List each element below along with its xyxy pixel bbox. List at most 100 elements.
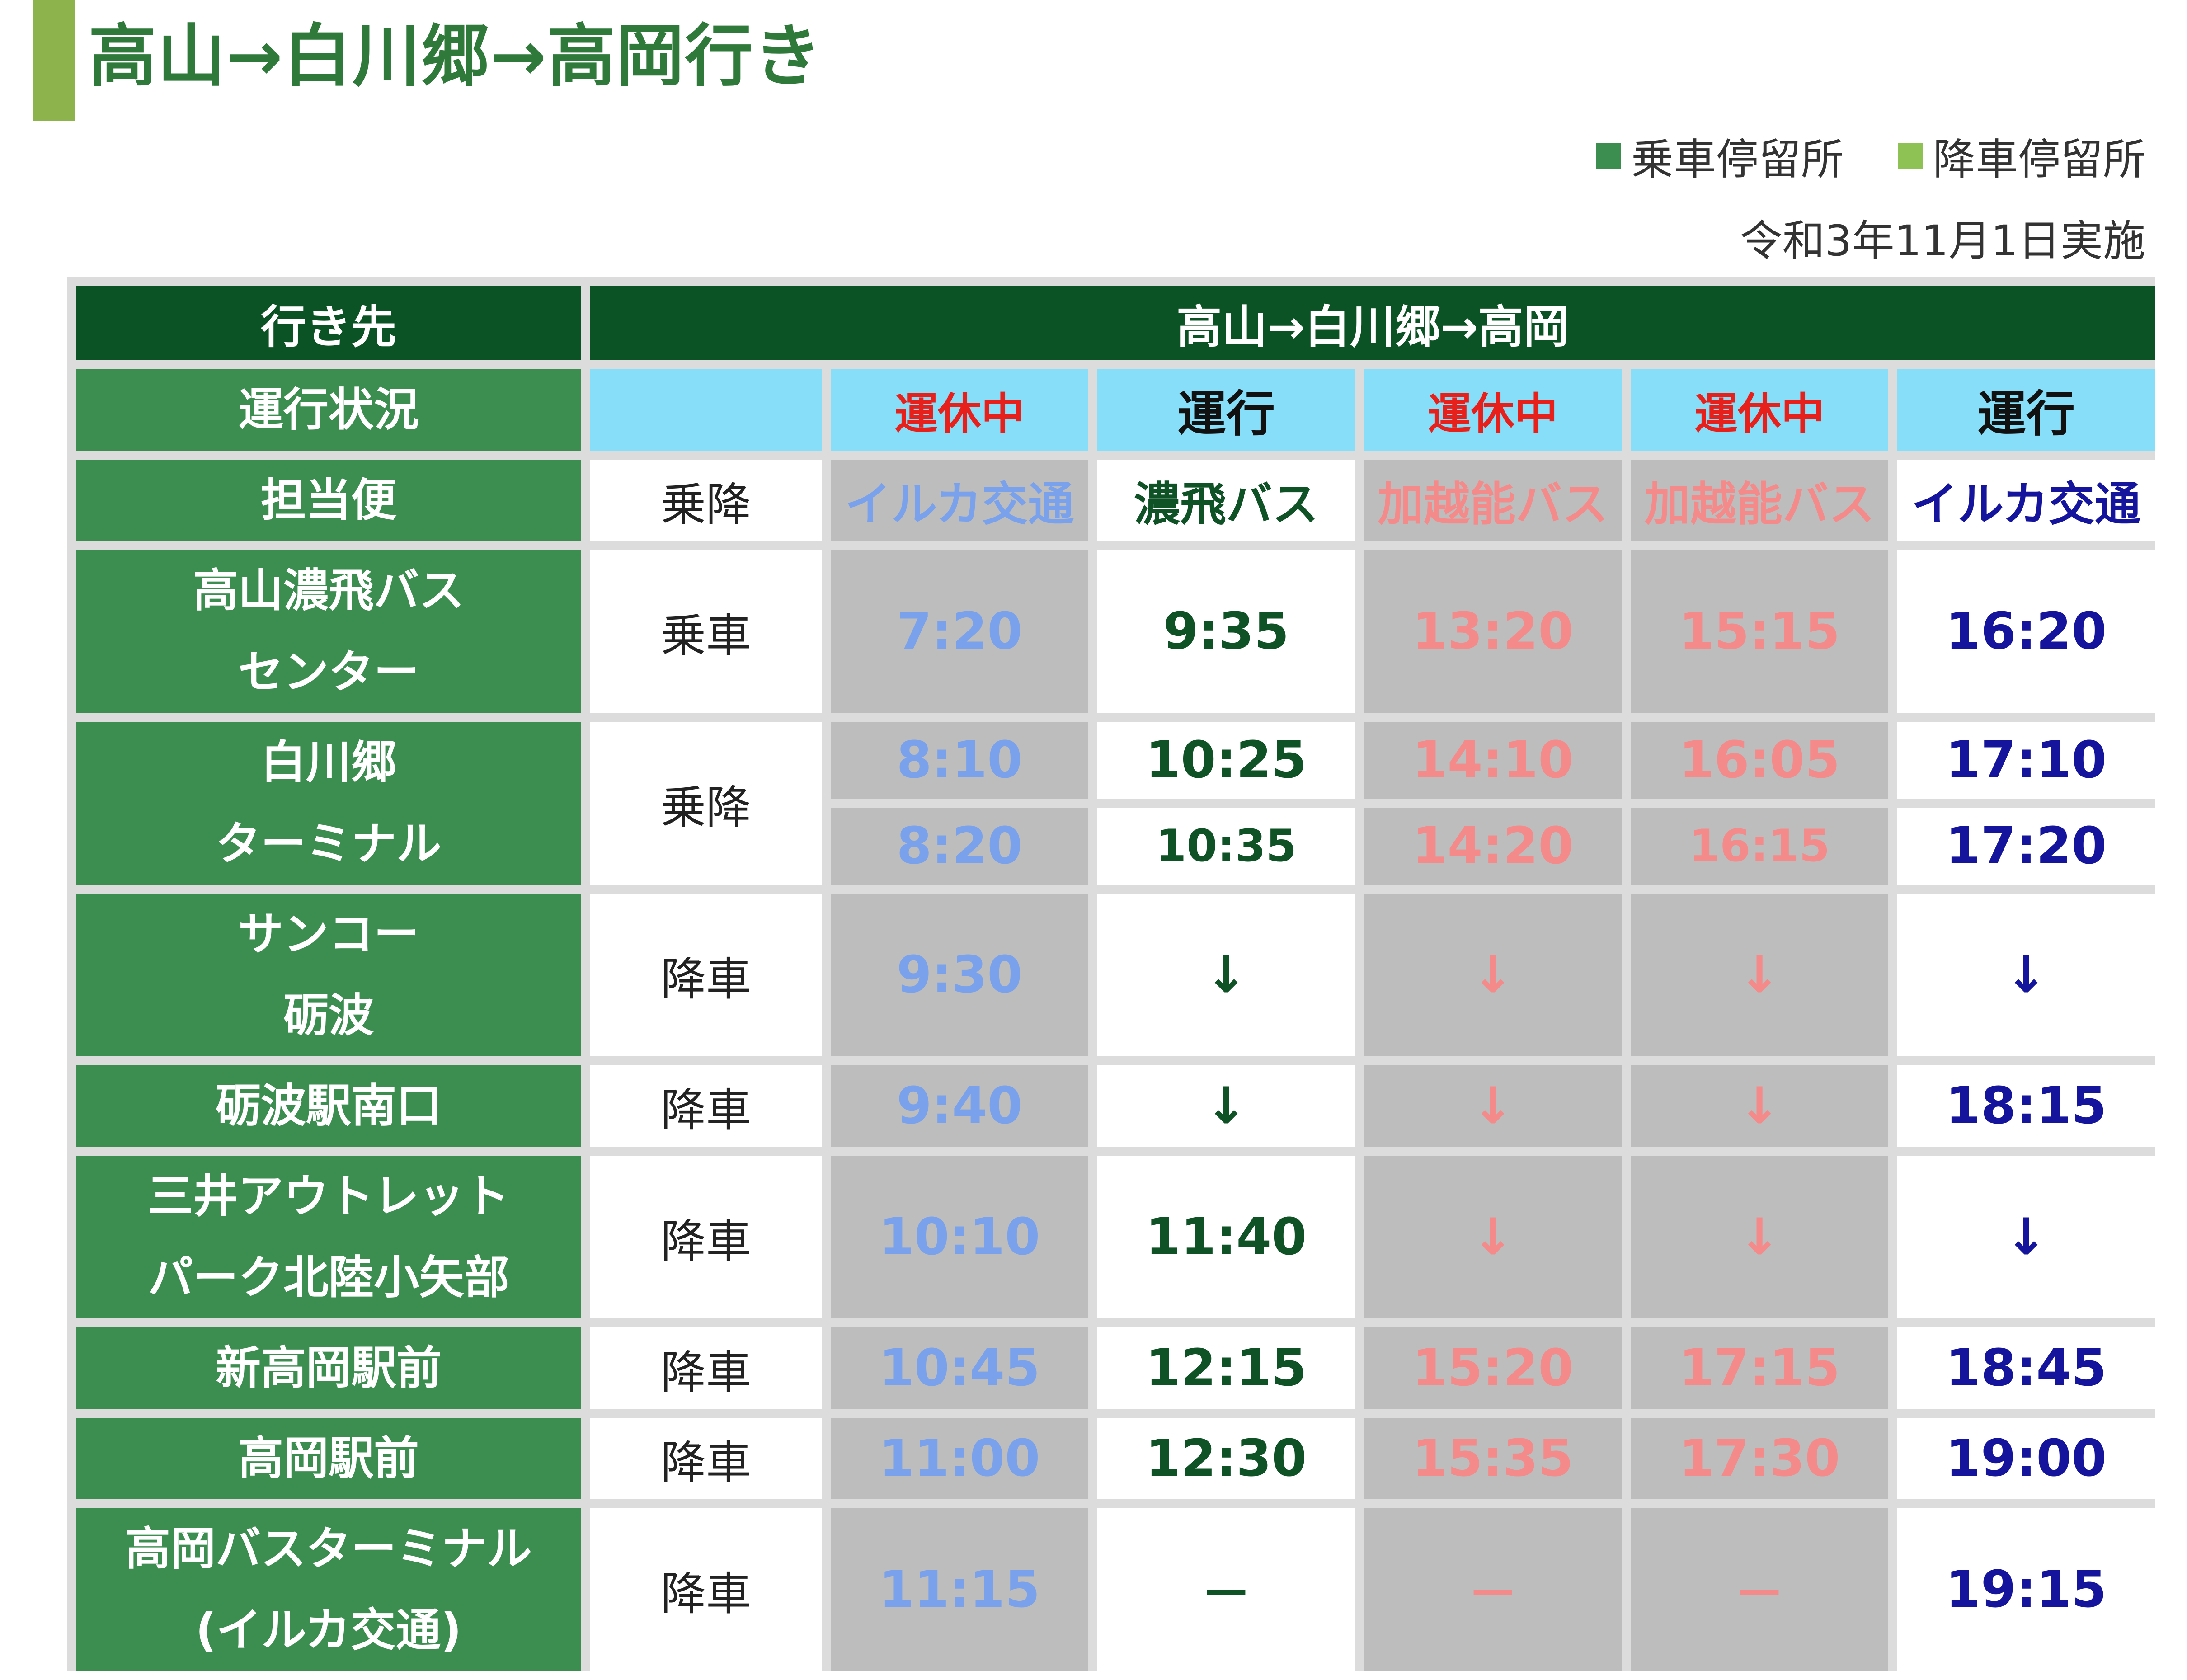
stop-row: 高山濃飛バス センター 乗車 7:20 9:35 13:20 15:15 16:2… <box>76 550 2155 713</box>
legend-board-label: 乗車停留所 <box>1631 135 1844 184</box>
status-cell: 運行 <box>1097 369 1355 451</box>
operator-cell: イルカ交通 <box>1897 460 2155 541</box>
time-cell: 16:05 <box>1631 722 1888 799</box>
time-cell: 15:20 <box>1364 1327 1622 1409</box>
board-square-icon <box>1595 143 1621 169</box>
stop-name-line: 砺波 <box>283 989 374 1042</box>
stop-name: 高岡バスターミナル (イルカ交通) <box>76 1508 581 1671</box>
time-cell: 9:35 <box>1097 550 1355 713</box>
timetable-table: 行き先 高山→白川郷→高岡 運行状況 運休中 運行 運休中 運休中 運行 担当便… <box>67 277 2164 1680</box>
status-label: 運行状況 <box>76 369 581 451</box>
status-cell: 運行 <box>1897 369 2155 451</box>
ride-type: 降車 <box>590 1156 822 1318</box>
dest-label: 行き先 <box>76 286 581 360</box>
ride-type: 降車 <box>590 894 822 1056</box>
stop-name: 三井アウトレット パーク北陸小矢部 <box>76 1156 581 1318</box>
pass-arrow-icon: ↓ <box>1631 1065 1888 1147</box>
no-service-dash: － <box>1364 1508 1622 1671</box>
stop-name: サンコー 砺波 <box>76 894 581 1056</box>
stop-name: 高岡駅前 <box>76 1418 581 1499</box>
time-cell: 19:00 <box>1897 1418 2155 1499</box>
time-cell: 18:45 <box>1897 1327 2155 1409</box>
pass-arrow-icon: ↓ <box>1897 1156 2155 1318</box>
pass-arrow-icon: ↓ <box>1631 1156 1888 1318</box>
ride-type: 乗降 <box>590 722 822 885</box>
route-label: 高山→白川郷→高岡 <box>590 286 2155 360</box>
time-cell: 17:15 <box>1631 1327 1888 1409</box>
stop-name-line: 三井アウトレット <box>148 1170 509 1223</box>
pass-arrow-icon: ↓ <box>1897 894 2155 1056</box>
stop-row: サンコー砺波 降車 9:30 ↓ ↓ ↓ ↓ <box>76 894 2155 1056</box>
time-cell: 10:25 <box>1097 722 1355 799</box>
time-cell: 16:20 <box>1897 550 2155 713</box>
time-cell: 17:10 <box>1897 722 2155 799</box>
legend-alight-label: 降車停留所 <box>1933 135 2145 184</box>
operator-cell: 濃飛バス <box>1097 460 1355 541</box>
time-cell: 15:15 <box>1631 550 1888 713</box>
time-cell: 12:15 <box>1097 1327 1355 1409</box>
time-cell: 9:40 <box>831 1065 1088 1147</box>
pass-arrow-icon: ↓ <box>1631 894 1888 1056</box>
effective-date: 令和3年11月1日実施 <box>1740 216 2145 266</box>
pass-arrow-icon: ↓ <box>1364 1065 1622 1147</box>
status-cell: 運休中 <box>1631 369 1888 451</box>
operator-cell: 加越能バス <box>1631 460 1888 541</box>
no-service-dash: － <box>1631 1508 1888 1671</box>
pass-arrow-icon: ↓ <box>1097 894 1355 1056</box>
ride-type: 降車 <box>590 1327 822 1409</box>
time-cell: 16:15 <box>1631 808 1888 885</box>
status-empty-cell <box>590 369 822 451</box>
time-cell: 14:20 <box>1364 808 1622 885</box>
stop-row: 高岡バスターミナル (イルカ交通) 降車 11:15 － － － 19:15 <box>76 1508 2155 1671</box>
stop-name-line: ターミナル <box>216 817 442 870</box>
time-cell: 15:35 <box>1364 1418 1622 1499</box>
stop-row: 白川郷ターミナル 乗降 8:10 10:25 14:10 16:05 17:10 <box>76 722 2155 885</box>
time-cell: 7:20 <box>831 550 1088 713</box>
ride-type: 乗車 <box>590 550 822 713</box>
legend: 乗車停留所 降車停留所 <box>1595 122 2145 190</box>
stop-row: 三井アウトレット パーク北陸小矢部 降車 10:10 11:40 ↓ ↓ ↓ <box>76 1156 2155 1318</box>
stop-row: 高岡駅前 降車 11:00 12:30 15:35 17:30 19:00 <box>76 1418 2155 1499</box>
title-accent-bar <box>33 0 75 121</box>
no-service-dash: － <box>1097 1508 1355 1671</box>
header-row: 行き先 高山→白川郷→高岡 <box>76 286 2155 360</box>
timetable: 行き先 高山→白川郷→高岡 運行状況 運休中 運行 運休中 運休中 運行 担当便… <box>67 277 2155 1671</box>
time-cell: 10:45 <box>831 1327 1088 1409</box>
time-cell: 8:10 <box>831 722 1088 799</box>
time-cell: 9:30 <box>831 894 1088 1056</box>
legend-board: 乗車停留所 <box>1595 125 1844 187</box>
time-cell: 18:15 <box>1897 1065 2155 1147</box>
stop-row: 砺波駅南口 降車 9:40 ↓ ↓ ↓ 18:15 <box>76 1065 2155 1147</box>
ride-type: 降車 <box>590 1418 822 1499</box>
stop-subrow: 8:20 10:35 14:20 16:15 17:20 <box>76 808 2155 885</box>
time-cell: 8:20 <box>831 808 1088 885</box>
stop-name: 高山濃飛バス センター <box>76 550 581 713</box>
operator-cell: イルカ交通 <box>831 460 1088 541</box>
time-cell: 17:20 <box>1897 808 2155 885</box>
stop-name: 白川郷 ターミナル <box>76 722 581 885</box>
time-cell: 11:00 <box>831 1418 1088 1499</box>
operator-label: 担当便 <box>76 460 581 541</box>
stop-row: 新高岡駅前 降車 10:45 12:15 15:20 17:15 18:45 <box>76 1327 2155 1409</box>
stop-name-line: 高山濃飛バス <box>193 564 464 617</box>
stop-name-line: 白川郷 <box>261 736 396 789</box>
time-cell: 14:10 <box>1364 722 1622 799</box>
stop-name-line: センター <box>238 645 419 698</box>
time-cell: 12:30 <box>1097 1418 1355 1499</box>
pass-arrow-icon: ↓ <box>1364 1156 1622 1318</box>
ride-type: 降車 <box>590 1508 822 1671</box>
status-row: 運行状況 運休中 運行 運休中 運休中 運行 <box>76 369 2155 451</box>
stop-name: 新高岡駅前 <box>76 1327 581 1409</box>
status-cell: 運休中 <box>831 369 1088 451</box>
stop-name-line: 高岡バスターミナル <box>125 1522 532 1575</box>
time-cell: 17:30 <box>1631 1418 1888 1499</box>
time-cell: 10:35 <box>1097 808 1355 885</box>
time-cell: 11:15 <box>831 1508 1088 1671</box>
pass-arrow-icon: ↓ <box>1364 894 1622 1056</box>
stop-name: 砺波駅南口 <box>76 1065 581 1147</box>
time-cell: 11:40 <box>1097 1156 1355 1318</box>
ride-type: 降車 <box>590 1065 822 1147</box>
operator-row: 担当便 乗降 イルカ交通 濃飛バス 加越能バス 加越能バス イルカ交通 <box>76 460 2155 541</box>
stop-name-line: サンコー <box>238 908 419 960</box>
time-cell: 13:20 <box>1364 550 1622 713</box>
